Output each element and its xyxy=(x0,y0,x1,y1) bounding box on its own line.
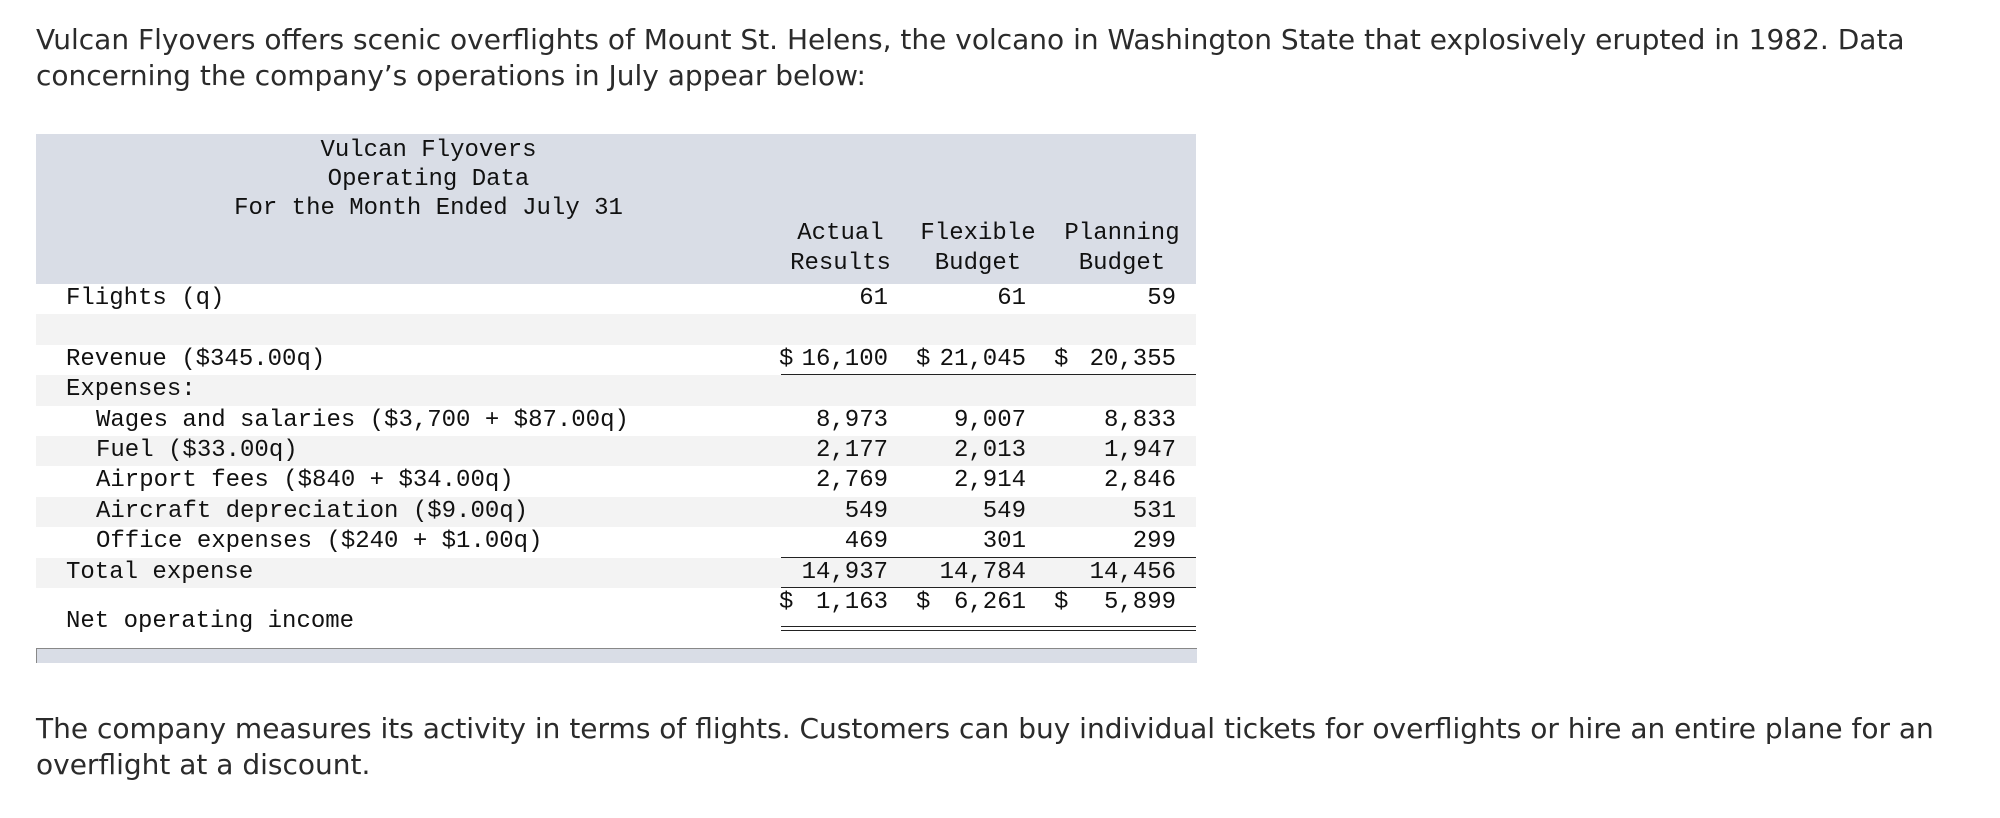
cell-value: 6,261 xyxy=(953,589,1026,616)
row-label: Office expenses ($240 + $1.00q) xyxy=(96,528,543,556)
row-label: Expenses: xyxy=(66,376,196,404)
column-header: Budget xyxy=(1078,250,1166,277)
cell-value: 14,784 xyxy=(939,558,1026,586)
cell-value: 20,355 xyxy=(1089,345,1176,373)
cell-value: 299 xyxy=(1132,528,1176,556)
cell-value: 59 xyxy=(1147,285,1176,312)
row-shade xyxy=(36,314,1196,345)
operating-table: Vulcan Flyovers Operating Data For the Mon… xyxy=(36,134,1197,664)
underline xyxy=(781,630,1196,631)
cell-value: 2,769 xyxy=(815,467,888,495)
column-header: Results xyxy=(790,250,891,277)
cell-value: 16,100 xyxy=(801,345,888,373)
intro-text: Vulcan Flyovers offers scenic overflight… xyxy=(36,23,1905,92)
cell-value: 1,947 xyxy=(1103,437,1176,464)
currency-sign: $ xyxy=(779,589,794,616)
cell-value: 21,045 xyxy=(939,345,1026,373)
cell-value: 1,163 xyxy=(815,589,888,616)
row-label: Flights (q) xyxy=(66,285,225,312)
underline xyxy=(781,556,1196,558)
cell-value: 9,007 xyxy=(953,406,1026,434)
footer-band xyxy=(36,647,1197,663)
row-label: Airport fees ($840 + $34.00q) xyxy=(96,467,514,495)
currency-sign: $ xyxy=(1054,345,1069,373)
column-header: Flexible xyxy=(920,220,1036,247)
row-label: Net operating income xyxy=(66,608,355,635)
underline xyxy=(781,374,1196,376)
outro-text: The company measures its activity in ter… xyxy=(36,712,1934,781)
row-label: Total expense xyxy=(66,558,254,586)
row-label: Wages and salaries ($3,700 + $87.00q) xyxy=(96,406,629,434)
cell-value: 61 xyxy=(859,285,888,312)
table-title: Operating Data xyxy=(327,166,530,193)
cell-value: 469 xyxy=(844,528,888,556)
row-shade xyxy=(36,496,1196,528)
column-header: Planning xyxy=(1064,220,1180,247)
underline xyxy=(781,626,1196,627)
cell-value: 549 xyxy=(982,497,1026,525)
cell-value: 5,899 xyxy=(1103,589,1176,616)
currency-sign: $ xyxy=(916,589,931,616)
cell-value: 531 xyxy=(1132,497,1176,525)
currency-sign: $ xyxy=(1054,589,1069,616)
row-label: Aircraft depreciation ($9.00q) xyxy=(96,497,529,525)
cell-value: 2,914 xyxy=(953,467,1026,495)
table-title: Vulcan Flyovers xyxy=(320,137,537,164)
row-shade xyxy=(36,557,1196,588)
table-title: For the Month Ended July 31 xyxy=(234,195,623,222)
cell-value: 2,846 xyxy=(1103,467,1176,495)
row-shade xyxy=(36,436,1196,467)
cell-value: 14,456 xyxy=(1089,558,1176,586)
cell-value: 2,013 xyxy=(953,437,1026,464)
currency-sign: $ xyxy=(779,345,794,373)
row-shade xyxy=(36,375,1196,406)
cell-value: 14,937 xyxy=(801,558,888,586)
row-label: Revenue ($345.00q) xyxy=(66,345,326,373)
row-label: Fuel ($33.00q) xyxy=(96,437,298,464)
column-header: Budget xyxy=(934,250,1022,277)
cell-value: 301 xyxy=(982,528,1026,556)
cell-value: 549 xyxy=(844,497,888,525)
header-band xyxy=(36,134,1196,284)
currency-sign: $ xyxy=(916,345,931,373)
underline xyxy=(781,587,1196,588)
cell-value: 8,833 xyxy=(1103,406,1176,434)
cell-value: 8,973 xyxy=(815,406,888,434)
cell-value: 61 xyxy=(997,285,1026,312)
column-header: Actual xyxy=(797,220,884,247)
cell-value: 2,177 xyxy=(815,437,888,464)
